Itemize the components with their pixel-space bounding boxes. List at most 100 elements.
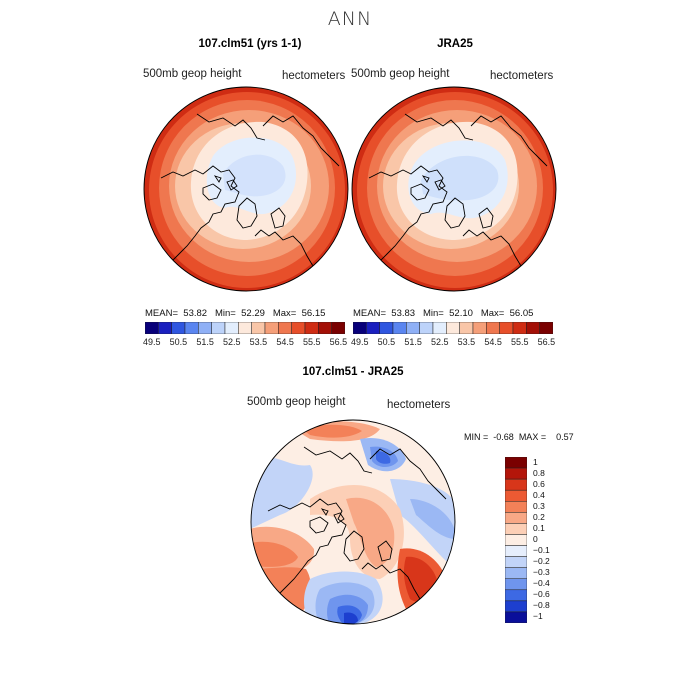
panel-1-colorbar-swatch bbox=[158, 322, 172, 334]
panel-2-colorbar-tick: 49.5 bbox=[351, 337, 369, 347]
difference-colorbar-swatch bbox=[505, 589, 527, 602]
panel-2-coastline-america bbox=[368, 165, 448, 263]
difference-colorbar-tick: 0.4 bbox=[533, 489, 545, 500]
difference-coastline-greenland bbox=[343, 530, 365, 562]
difference-colorbar-swatch bbox=[505, 467, 527, 480]
difference-minmax: MIN = -0.68 MAX = 0.57 bbox=[464, 432, 574, 442]
panel-2-colorbar-swatch bbox=[499, 322, 514, 334]
panel-2-polar-map bbox=[351, 86, 557, 292]
panel-2-colorbar-swatch bbox=[446, 322, 460, 334]
difference-coastline-america bbox=[267, 498, 347, 596]
panel-2-colorbar-swatch bbox=[526, 322, 540, 334]
panel-1-min-value: 52.29 bbox=[241, 308, 265, 319]
panel-2-mean-label: MEAN= bbox=[353, 308, 386, 319]
panel-1-variable: 500mb geop height bbox=[143, 68, 242, 80]
panel-1-colorbar-swatch bbox=[278, 322, 292, 334]
panel-1-colorbar-labels: 49.5 50.5 51.5 52.5 53.5 54.5 55.5 56.5 bbox=[143, 337, 355, 349]
panel-2-coastline-canada bbox=[410, 175, 446, 201]
difference-units: hectometers bbox=[387, 399, 451, 411]
difference-colorbar-tick: 1 bbox=[533, 456, 538, 467]
panel-1-coastline-america bbox=[160, 165, 240, 263]
panel-2-colorbar-swatch bbox=[392, 322, 407, 334]
difference-coastline-alaska bbox=[303, 446, 373, 474]
panel-2-colorbar-tick: 56.5 bbox=[537, 337, 556, 347]
difference-colorbar-tick: −0.8 bbox=[533, 600, 550, 611]
panel-1-colorbar-swatch bbox=[211, 322, 226, 334]
panel-1-colorbar-swatch bbox=[318, 322, 332, 334]
panel-2-colorbar-tick: 50.5 bbox=[377, 337, 396, 347]
difference-colorbar-tick: −1 bbox=[533, 611, 543, 622]
panel-2-colorbar bbox=[353, 322, 553, 334]
difference-colorbar-tick: 0.6 bbox=[533, 478, 545, 489]
panel-2-colorbar-swatch bbox=[353, 322, 367, 334]
difference-colorbar-tick: −0.3 bbox=[533, 567, 550, 578]
panel-2-colorbar-swatch bbox=[472, 322, 487, 334]
difference-colorbar-tick: 0 bbox=[533, 534, 538, 544]
difference-polar-map bbox=[250, 419, 456, 625]
difference-colorbar-tick: 0.8 bbox=[533, 467, 545, 478]
difference-colorbar-tick: −0.1 bbox=[533, 545, 550, 556]
panel-1-coastline-canada bbox=[202, 175, 238, 201]
panel-1-colorbar-tick: 55.5 bbox=[303, 337, 321, 347]
panel-1-colorbar-swatch bbox=[224, 322, 239, 334]
panel-2-colorbar-swatch bbox=[539, 322, 553, 334]
panel-2-colorbar-tick: 54.5 bbox=[484, 337, 502, 347]
panel-2-colorbar-tick: 52.5 bbox=[431, 337, 449, 347]
panel-2-coastline-alaska bbox=[404, 113, 474, 141]
panel-1-colorbar-swatch bbox=[198, 322, 212, 334]
difference-max-label: MAX = bbox=[518, 432, 547, 442]
panel-2-min-label: Min= bbox=[422, 308, 444, 319]
panel-2-title: JRA25 bbox=[437, 38, 473, 50]
panel-2-variable: 500mb geop height bbox=[351, 68, 450, 80]
difference-colorbar-swatch bbox=[505, 545, 527, 557]
panel-1-stats: MEAN= 53.82 Min= 52.29 Max= 56.15 bbox=[145, 308, 325, 319]
panel-2-colorbar-swatch bbox=[432, 322, 447, 334]
panel-1-colorbar-swatch bbox=[304, 322, 319, 334]
panel-1-colorbar-tick: 49.5 bbox=[143, 337, 161, 347]
difference-min-label: MIN = bbox=[464, 432, 489, 442]
difference-max-value: 0.57 bbox=[556, 432, 574, 442]
difference-variable: 500mb geop height bbox=[247, 396, 346, 408]
panel-1-units: hectometers bbox=[282, 70, 346, 82]
difference-colorbar-swatch bbox=[505, 578, 527, 591]
panel-2-colorbar-swatch bbox=[366, 322, 380, 334]
panel-2-coastline-greenland bbox=[444, 197, 466, 229]
panel-2-coastline-scandinavia bbox=[478, 207, 494, 229]
figure-title: ANN bbox=[327, 8, 373, 30]
panel-2-colorbar-tick: 53.5 bbox=[457, 337, 476, 347]
difference-colorbar-tick: 0.3 bbox=[533, 500, 545, 511]
difference-title: 107.clm51 - JRA25 bbox=[302, 366, 404, 378]
panel-2-colorbar-swatch bbox=[512, 322, 527, 334]
panel-1-coastline-asia bbox=[262, 115, 340, 167]
difference-coastline-asia bbox=[369, 448, 447, 500]
panel-1-colorbar bbox=[145, 322, 345, 334]
panel-2-min-value: 52.10 bbox=[449, 308, 473, 319]
difference-colorbar-swatch bbox=[505, 523, 527, 535]
panel-2-stats: MEAN= 53.83 Min= 52.10 Max= 56.05 bbox=[353, 308, 533, 319]
panel-2-max-label: Max= bbox=[480, 308, 505, 319]
difference-colorbar-tick: −0.6 bbox=[533, 589, 550, 600]
panel-1-max-value: 56.15 bbox=[301, 308, 326, 319]
panel-2-colorbar-tick: 55.5 bbox=[511, 337, 529, 347]
panel-2-colorbar-swatch bbox=[459, 322, 474, 334]
panel-1-colorbar-tick: 53.5 bbox=[249, 337, 268, 347]
difference-colorbar-swatch bbox=[505, 501, 527, 513]
panel-1-colorbar-swatch bbox=[331, 322, 345, 334]
difference-colorbar-swatch bbox=[505, 567, 527, 579]
panel-1-colorbar-tick: 54.5 bbox=[276, 337, 294, 347]
difference-colorbar bbox=[505, 457, 527, 623]
panel-1-colorbar-swatch bbox=[238, 322, 252, 334]
difference-colorbar-swatch bbox=[505, 611, 527, 623]
panel-1-coastline-alaska bbox=[196, 113, 266, 141]
difference-colorbar-swatch bbox=[505, 512, 527, 524]
panel-2-units: hectometers bbox=[490, 70, 554, 82]
panel-1-colorbar-swatch bbox=[184, 322, 199, 334]
difference-coastline-canada bbox=[309, 508, 345, 534]
difference-coastline-scandinavia bbox=[377, 540, 393, 562]
panel-2-max-value: 56.05 bbox=[509, 308, 534, 319]
panel-2-colorbar-tick: 51.5 bbox=[404, 337, 422, 347]
panel-1-colorbar-tick: 52.5 bbox=[223, 337, 241, 347]
difference-colorbar-swatch bbox=[505, 556, 527, 568]
difference-colorbar-swatch bbox=[505, 534, 527, 546]
panel-2-colorbar-swatch bbox=[486, 322, 500, 334]
